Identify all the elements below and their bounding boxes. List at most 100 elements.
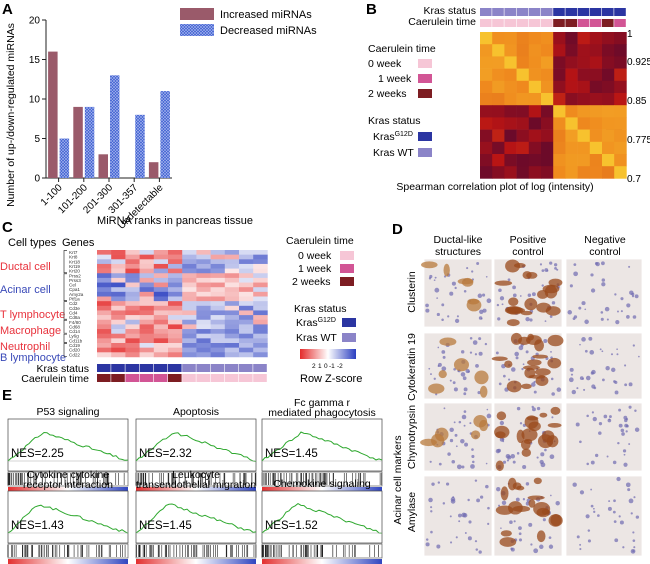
d-nucleus-dot <box>454 286 457 290</box>
d-nucleus-dot <box>503 374 506 378</box>
b-heat-cell <box>541 32 554 45</box>
d-stain-blob <box>527 359 542 366</box>
e-enrichment-curve <box>7 431 129 462</box>
c-zscore-tick: -1 <box>329 363 335 370</box>
c-heat-cell <box>253 343 268 348</box>
b-heat-cell <box>577 44 591 57</box>
d-row-label-amylase: Amylase <box>406 492 418 532</box>
d-stain-blob <box>527 495 545 500</box>
b-heat-cell <box>577 56 591 69</box>
c-heat-cell <box>210 296 226 302</box>
d-nucleus-dot <box>546 269 549 272</box>
d-nucleus-dot <box>508 378 511 381</box>
d-nucleus-dot <box>461 512 467 518</box>
d-nucleus-dot <box>453 367 456 371</box>
d-nucleus-dot <box>601 378 605 382</box>
d-nucleus-dot <box>450 499 456 504</box>
c-heat-cell <box>125 282 140 288</box>
d-nucleus-dot <box>434 287 440 293</box>
b-swatch-week1 <box>418 74 432 83</box>
c-heat-cell <box>168 273 183 279</box>
d-nucleus-dot <box>485 484 489 489</box>
d-nucleus-dot <box>617 441 620 445</box>
b-heat-cell <box>565 105 578 118</box>
e-plot-title: transendothelial migration <box>136 479 256 491</box>
d-nucleus-dot <box>624 383 628 387</box>
c-heat-cell <box>182 263 197 269</box>
c-heat-cell <box>111 254 126 260</box>
c-heat-cell <box>97 254 112 260</box>
b-heat-cell <box>602 117 615 130</box>
b-caerulein-bar-cell <box>553 19 565 27</box>
d-nucleus-dot <box>449 379 452 382</box>
d-nucleus-dot <box>443 407 446 410</box>
c-swatch-kras-wt <box>342 333 356 342</box>
c-heat-cell <box>253 291 268 297</box>
c-heat-cell <box>224 282 240 288</box>
c-heat-cell <box>125 352 140 358</box>
b-caerulein-bar-cell <box>492 19 504 27</box>
c-heat-cell <box>153 347 169 353</box>
a-y-tick-label: 0 <box>34 174 40 185</box>
d-nucleus-dot <box>622 546 625 549</box>
c-heat-cell <box>139 268 155 274</box>
b-kras-bar-cell <box>480 8 492 16</box>
c-caerulein-bar-cell <box>196 374 210 382</box>
d-stain-blob <box>495 460 504 472</box>
b-heat-cell <box>565 93 578 106</box>
c-heat-cell <box>224 259 240 265</box>
d-nucleus-dot <box>539 263 543 266</box>
c-heat-cell <box>210 287 226 293</box>
c-heat-cell <box>239 296 254 302</box>
b-heat-cell <box>492 80 505 94</box>
d-nucleus-dot <box>584 349 588 353</box>
c-heat-cell <box>182 343 197 348</box>
d-nucleus-dot <box>510 453 516 459</box>
e-rank-bar <box>8 559 128 564</box>
d-stain-blob <box>505 259 521 273</box>
c-heat-cell <box>224 352 240 358</box>
c-kras-bar-cell <box>182 364 196 372</box>
d-nucleus-dot <box>501 500 507 506</box>
c-heat-cell <box>253 338 268 344</box>
d-nucleus-dot <box>515 356 519 360</box>
d-nucleus-dot <box>514 351 519 357</box>
c-heat-cell <box>196 296 211 302</box>
c-swatch-week2 <box>340 277 354 286</box>
e-plot-title: Apoptosis <box>173 406 219 418</box>
d-stain-blob <box>508 297 519 306</box>
c-heat-cell <box>97 310 112 316</box>
d-nucleus-dot <box>626 315 630 319</box>
c-heat-cell <box>168 277 183 283</box>
b-heat-cell <box>504 44 517 57</box>
d-nucleus-dot <box>603 414 608 419</box>
b-heat-cell <box>553 141 566 155</box>
d-nucleus-dot <box>627 488 631 492</box>
b-heat-cell <box>602 80 615 94</box>
d-nucleus-dot <box>586 462 589 466</box>
b-heat-cell <box>602 105 615 118</box>
d-nucleus-dot <box>611 367 616 373</box>
d-nucleus-dot <box>632 531 635 534</box>
c-gene-label: Cd2 <box>69 301 78 306</box>
c-heat-cell <box>125 301 140 307</box>
b-heat-cell <box>504 141 517 155</box>
d-nucleus-dot <box>621 432 625 436</box>
e-enrichment-curve <box>7 504 129 534</box>
c-heat-cell <box>111 347 126 353</box>
b-heat-cell <box>504 32 517 45</box>
e-plot-frame <box>261 418 383 472</box>
d-nucleus-dot <box>464 442 469 447</box>
c-heat-cell <box>97 277 112 283</box>
d-nucleus-dot <box>487 506 490 510</box>
b-heat-cell <box>480 141 493 155</box>
c-heat-cell <box>97 315 112 321</box>
b-heat-cell <box>565 68 578 82</box>
d-stain-blob <box>536 302 551 313</box>
d-stain-blob <box>474 370 489 385</box>
c-heat-cell <box>224 254 240 260</box>
d-nucleus-dot <box>516 452 520 455</box>
c-gene-label: Cd20 <box>69 348 80 353</box>
c-heat-cell <box>139 319 155 325</box>
c-heat-cell <box>224 343 240 348</box>
